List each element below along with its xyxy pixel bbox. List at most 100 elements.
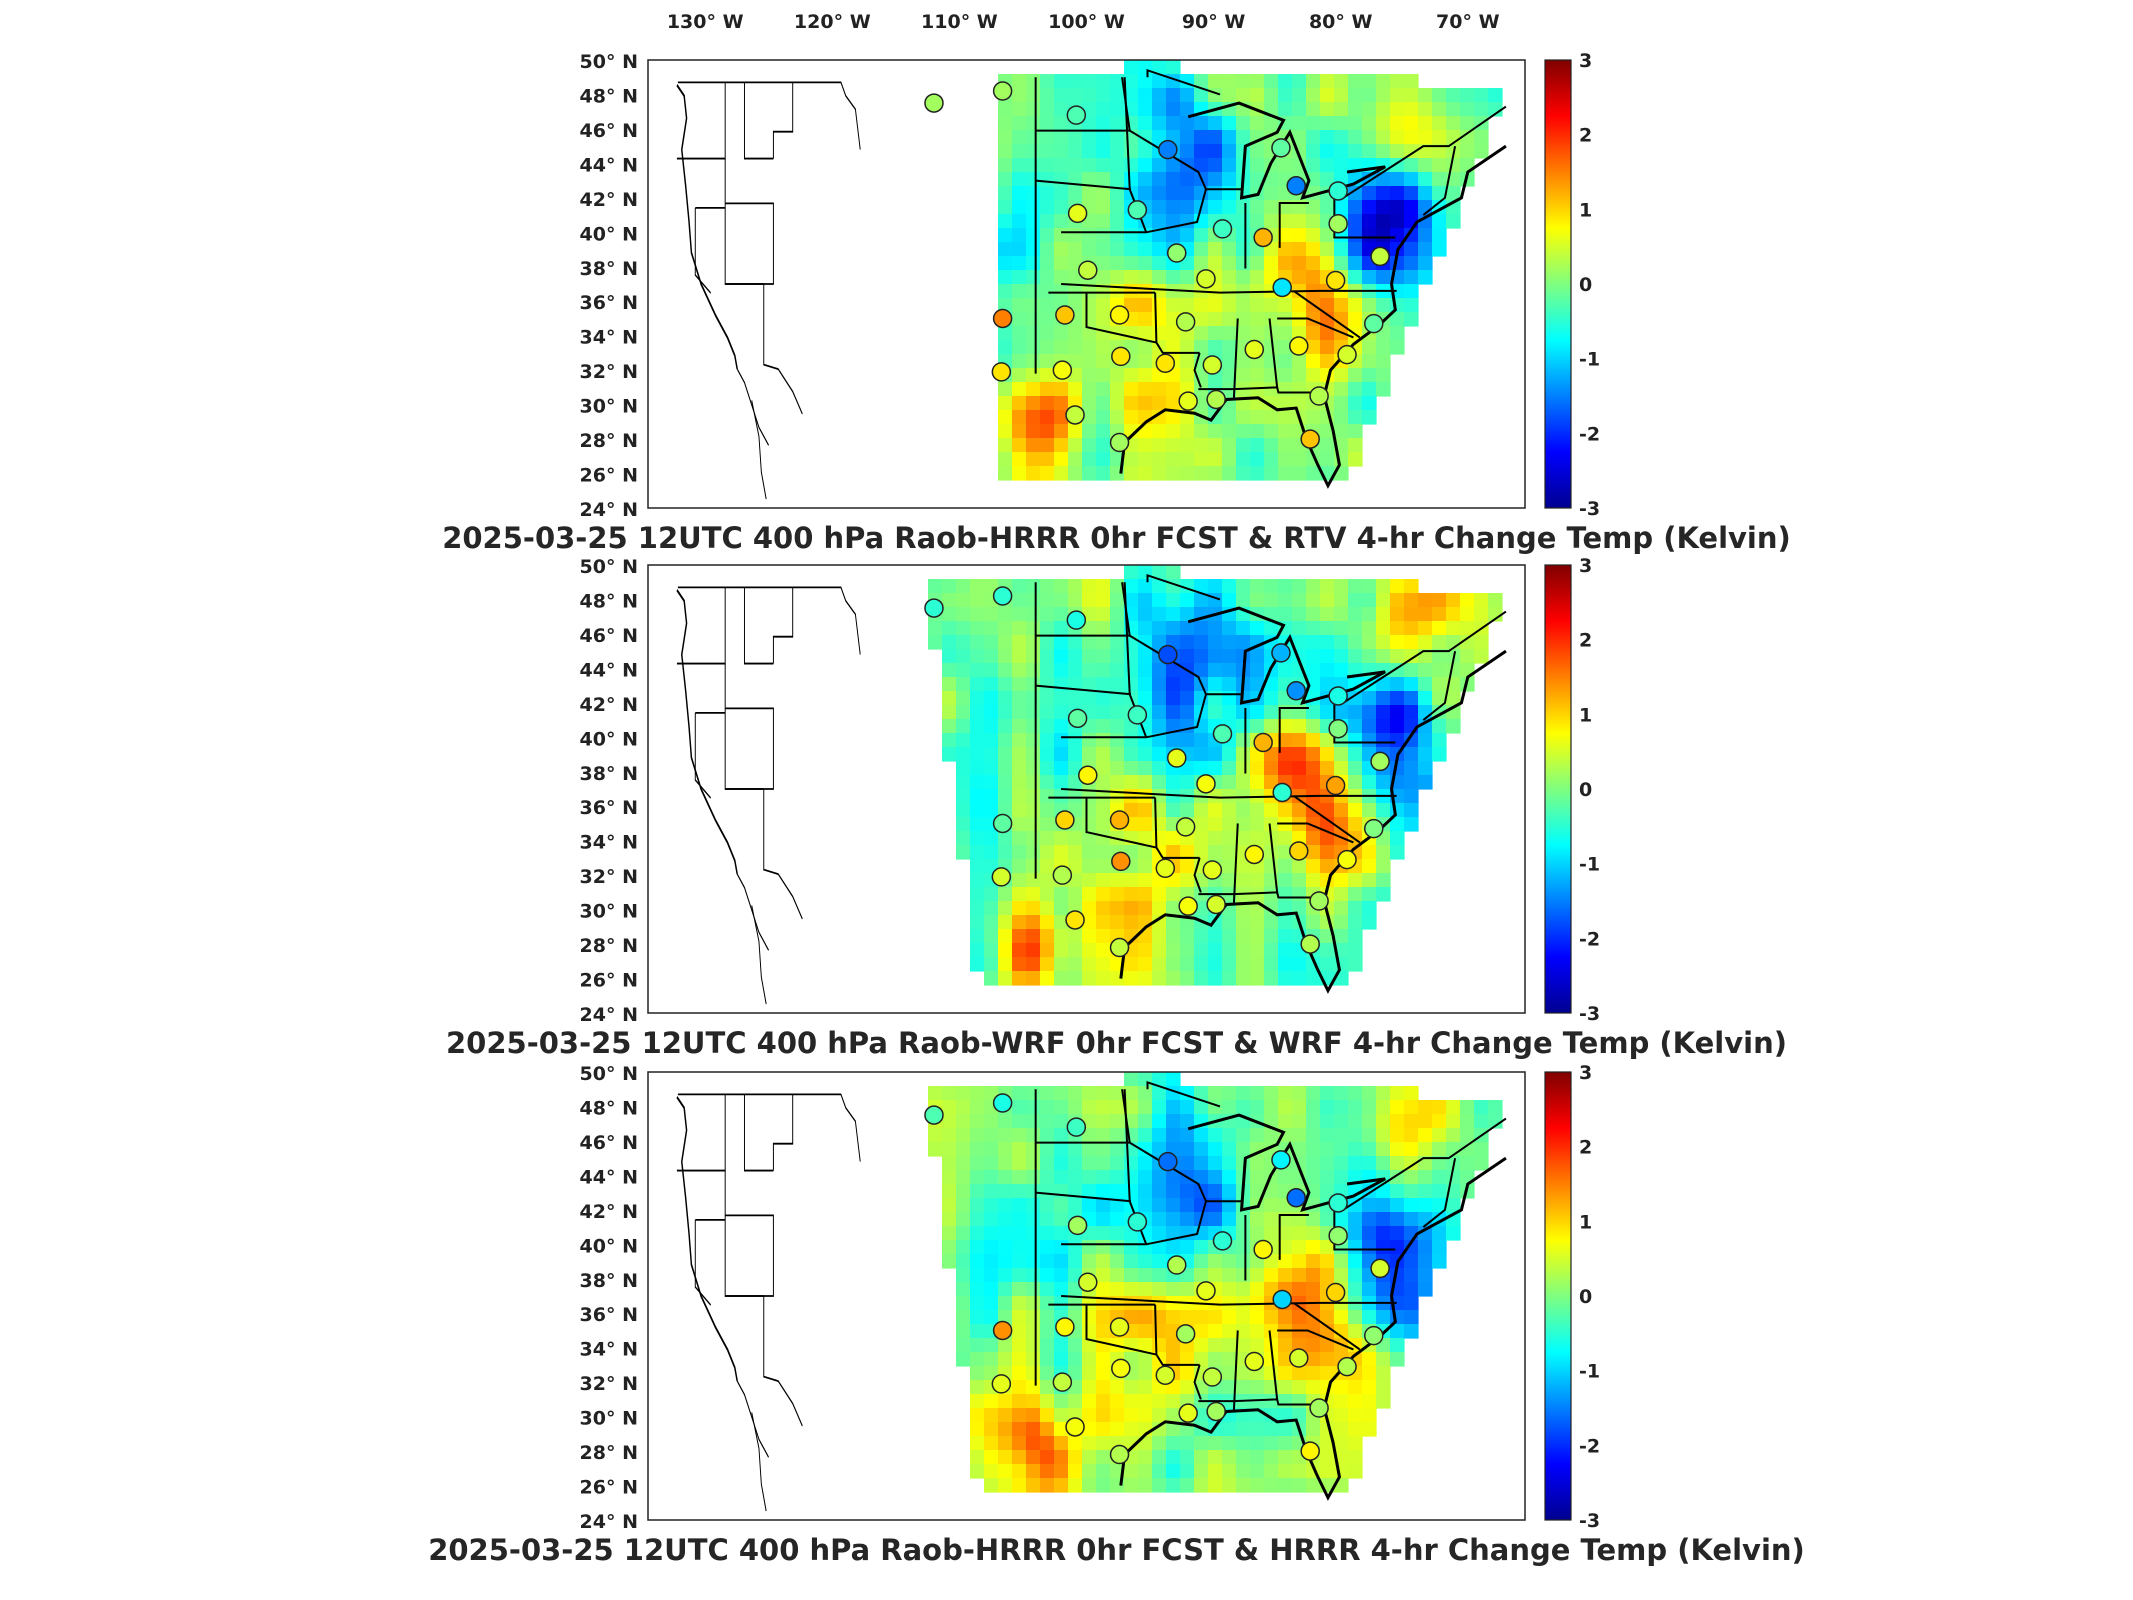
state-border	[1422, 145, 1457, 216]
station-marker	[1286, 681, 1306, 701]
station-marker	[1127, 1212, 1148, 1232]
station-marker	[1158, 644, 1178, 665]
coastline	[1119, 1156, 1507, 1501]
lat-tick-label: 50° N	[580, 51, 638, 73]
state-border	[1342, 105, 1507, 199]
state-border	[1035, 1191, 1132, 1203]
station-marker	[1109, 432, 1130, 453]
station-marker	[1067, 1215, 1088, 1236]
state-border	[1293, 290, 1361, 339]
lat-tick-label: 28° N	[580, 430, 638, 452]
station-marker	[1286, 176, 1306, 196]
colorbar-tick-label: 3	[1579, 50, 1592, 72]
state-border	[1061, 693, 1207, 739]
state-border	[1085, 797, 1157, 849]
station-marker	[1363, 313, 1384, 334]
station-marker	[1328, 213, 1348, 234]
lat-tick-label: 44° N	[580, 1166, 638, 1188]
station-marker	[1078, 1272, 1098, 1292]
lat-tick-label: 34° N	[580, 1339, 638, 1361]
state-border	[1342, 610, 1507, 704]
state-border	[1422, 1157, 1457, 1228]
station-marker	[1055, 305, 1075, 325]
station-marker	[1363, 818, 1384, 839]
state-border	[1268, 1330, 1279, 1400]
station-marker	[1175, 817, 1196, 837]
colorbar	[1544, 1071, 1572, 1521]
state-border	[1277, 1329, 1354, 1351]
station-marker	[1158, 139, 1178, 160]
station-marker	[1196, 1281, 1216, 1301]
plot-frame	[647, 59, 1526, 509]
lat-tick-label: 24° N	[580, 1004, 638, 1026]
station-marker	[924, 598, 944, 618]
state-border	[1154, 797, 1200, 859]
station-marker	[1286, 1188, 1306, 1208]
station-marker	[1178, 896, 1198, 916]
station-marker	[1155, 353, 1176, 374]
station-marker	[1109, 1317, 1130, 1337]
station-marker	[1244, 339, 1265, 360]
station-marker	[1325, 775, 1346, 796]
state-border	[1061, 1295, 1397, 1306]
state-border	[1333, 702, 1396, 744]
station-marker	[1253, 227, 1273, 248]
station-marker	[1328, 686, 1348, 706]
station-marker	[991, 1374, 1012, 1394]
station-marker	[1078, 260, 1098, 280]
lat-tick-label: 50° N	[580, 556, 638, 578]
station-marker	[1370, 1258, 1390, 1279]
station-marker	[1111, 346, 1131, 367]
station-marker	[992, 586, 1013, 606]
station-marker	[1158, 1151, 1178, 1172]
lat-tick-label: 38° N	[580, 258, 638, 280]
station-marker	[1166, 1255, 1187, 1275]
station-marker	[1065, 405, 1085, 425]
state-border	[1277, 822, 1354, 844]
colorbar-tick-label: -2	[1579, 423, 1600, 445]
colorbar-tick-label: -3	[1579, 1510, 1600, 1532]
station-marker	[1300, 429, 1320, 449]
lat-tick-label: 42° N	[580, 189, 638, 211]
lat-tick-label: 30° N	[580, 396, 638, 418]
state-border	[1333, 197, 1396, 239]
station-marker	[1206, 894, 1226, 915]
coastline	[1119, 144, 1507, 489]
station-marker	[1337, 1356, 1357, 1377]
station-marker	[992, 813, 1013, 834]
colorbar-tick-label: 0	[1579, 274, 1592, 296]
station-marker	[1325, 1282, 1346, 1303]
station-marker	[1178, 1403, 1198, 1423]
colorbar-tick-label: 1	[1579, 199, 1592, 221]
state-border	[1232, 823, 1239, 903]
state-border	[1293, 795, 1361, 844]
colorbar-tick-label: -1	[1579, 349, 1600, 371]
panel-title: 2025-03-25 12UTC 400 hPa Raob-HRRR 0hr F…	[428, 1533, 1805, 1567]
station-marker	[1212, 219, 1233, 239]
lat-tick-label: 36° N	[580, 797, 638, 819]
lat-tick-label: 46° N	[580, 625, 638, 647]
station-marker	[1111, 851, 1131, 872]
lon-tick-label: 70° W	[1436, 11, 1500, 33]
colorbar-tick-label: 0	[1579, 779, 1592, 801]
station-marker	[1066, 610, 1087, 630]
lat-tick-label: 40° N	[580, 223, 638, 245]
station-marker	[1055, 810, 1075, 830]
state-border	[1146, 1080, 1221, 1108]
state-border	[1293, 1302, 1361, 1351]
station-marker	[1244, 844, 1265, 865]
station-marker	[1067, 203, 1088, 224]
colorbar-tick-label: 1	[1579, 1211, 1592, 1233]
colorbar	[1544, 564, 1572, 1014]
state-border	[1061, 188, 1207, 234]
colorbar-tick-label: 0	[1579, 1286, 1592, 1308]
station-marker	[1328, 718, 1348, 739]
station-marker	[1111, 1358, 1131, 1379]
lat-tick-label: 48° N	[580, 590, 638, 612]
station-marker	[992, 1320, 1013, 1341]
state-border	[1154, 1304, 1200, 1366]
station-marker	[1109, 937, 1130, 958]
colorbar	[1544, 59, 1572, 509]
state-border	[1232, 318, 1239, 398]
